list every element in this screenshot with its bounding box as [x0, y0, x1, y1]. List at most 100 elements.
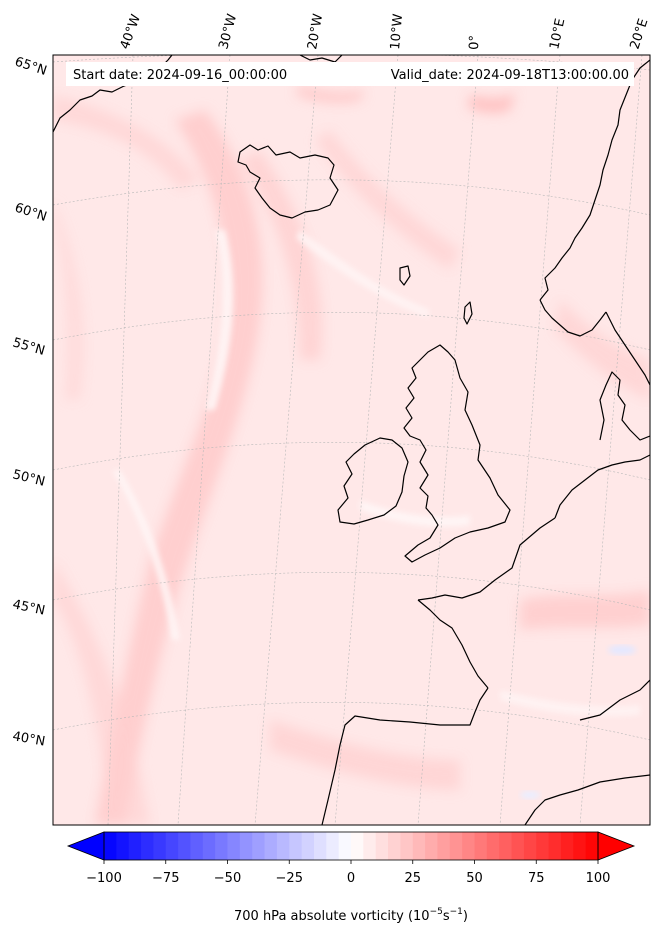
meridian-10w	[334, 55, 399, 825]
colorbar-step	[437, 832, 451, 860]
longitude-labels: 40°W 30°W 20°W 10°W 0° 10°E 20°E	[118, 12, 652, 51]
colorbar-steps	[104, 832, 599, 860]
colorbar-step	[289, 832, 303, 860]
coastlines	[53, 55, 650, 825]
meridian-40w	[107, 55, 134, 825]
negative-vorticity-patch	[520, 791, 540, 799]
coast-shetland	[463, 301, 473, 325]
lat-label-50n: 50°N	[11, 467, 46, 489]
colorbar-step	[165, 832, 179, 860]
vorticity-weak-bands	[112, 230, 640, 717]
colorbar-step	[548, 832, 562, 860]
coast-great-britain	[403, 344, 511, 563]
colorbar-step	[202, 832, 216, 860]
coast-ireland	[337, 437, 409, 525]
colorbar-step	[400, 832, 414, 860]
colorbar-step	[239, 832, 253, 860]
colorbar-step	[190, 832, 204, 860]
coast-biscay	[417, 599, 489, 689]
valid-date-label: Valid_date: 2024-09-18T13:00:00.00	[391, 68, 629, 83]
colorbar-extend-low	[66, 831, 105, 861]
colorbar-step	[153, 832, 167, 860]
coast-norway-south	[539, 299, 607, 337]
coast-norway	[539, 59, 650, 301]
colorbar-step	[523, 832, 537, 860]
coast-mediterranean	[524, 774, 650, 825]
start-date-label: Start date: 2024-09-16_00:00:00	[73, 68, 287, 83]
colorbar-step	[585, 832, 599, 860]
header-box	[66, 62, 634, 86]
lon-label-0: 0°	[467, 35, 483, 50]
coast-greenland-east	[299, 55, 343, 63]
parallel-45n	[53, 572, 650, 611]
coast-sweden	[605, 311, 650, 386]
coast-iceland	[237, 144, 339, 219]
colorbar-step	[511, 832, 525, 860]
colorbar-step	[388, 832, 401, 860]
lon-label-10w: 10°W	[388, 13, 406, 50]
colorbar-step	[227, 832, 241, 860]
colorbar-extend-high	[597, 831, 636, 861]
colorbar: −100 −75 −50 −25 0 25 50 75 100 700 hPa absolute…	[66, 831, 636, 924]
colorbar-step	[474, 832, 488, 860]
lat-label-60n: 60°N	[13, 201, 49, 225]
lat-label-65n: 65°N	[13, 55, 49, 79]
colorbar-step	[338, 832, 352, 860]
map-frame	[52, 54, 651, 826]
lon-label-10e: 10°E	[547, 17, 568, 51]
colorbar-ticks: −100 −75 −50 −25 0 25 50 75 100	[86, 860, 610, 886]
coast-france	[417, 517, 556, 601]
colorbar-step	[326, 832, 340, 860]
colorbar-step	[141, 832, 154, 860]
lon-label-40w: 40°W	[118, 12, 144, 51]
latitude-labels: 65°N 60°N 55°N 50°N 45°N 40°N	[11, 55, 49, 750]
graticule	[53, 55, 650, 825]
meridian-30w	[177, 55, 231, 825]
parallel-60n	[53, 179, 650, 216]
colorbar-step	[462, 832, 475, 860]
parallel-40n	[53, 702, 650, 741]
lon-label-20w: 20°W	[305, 13, 326, 51]
negative-vorticity-patch	[608, 645, 636, 655]
colorbar-step	[536, 832, 550, 860]
colorbar-step	[375, 832, 389, 860]
meridian-20e	[579, 55, 643, 825]
colorbar-step	[351, 832, 364, 860]
colorbar-tick-label: 75	[528, 871, 545, 886]
parallel-65n	[53, 55, 650, 71]
colorbar-step	[301, 832, 315, 860]
colorbar-step	[499, 832, 513, 860]
colorbar-step	[116, 832, 130, 860]
colorbar-tick-label: 0	[347, 871, 355, 886]
meridian-20w	[254, 55, 319, 825]
colorbar-step	[264, 832, 278, 860]
parallel-55n	[53, 312, 650, 351]
colorbar-tick-label: −50	[214, 871, 241, 886]
colorbar-step	[215, 832, 228, 860]
colorbar-step	[573, 832, 587, 860]
colorbar-step	[486, 832, 500, 860]
colorbar-step	[425, 832, 438, 860]
parallel-50n	[53, 442, 650, 481]
colorbar-step	[276, 832, 290, 860]
colorbar-step	[412, 832, 426, 860]
lat-label-40n: 40°N	[11, 729, 46, 749]
coast-faroes	[399, 265, 411, 286]
coast-denmark	[599, 371, 650, 441]
colorbar-step	[128, 832, 142, 860]
vorticity-bands	[53, 85, 650, 825]
coast-med-east	[579, 679, 650, 721]
lat-label-55n: 55°N	[11, 335, 47, 358]
colorbar-tick-label: 25	[404, 871, 421, 886]
coast-iberia	[321, 687, 489, 825]
colorbar-step	[178, 832, 191, 860]
colorbar-step	[449, 832, 463, 860]
map-panel	[53, 55, 650, 825]
lon-label-30w: 30°W	[216, 12, 240, 51]
colorbar-tick-label: 50	[466, 871, 483, 886]
colorbar-tick-label: 100	[586, 871, 611, 886]
coast-lowlands	[554, 454, 650, 519]
meridian-10e	[499, 55, 561, 825]
colorbar-step	[363, 832, 377, 860]
